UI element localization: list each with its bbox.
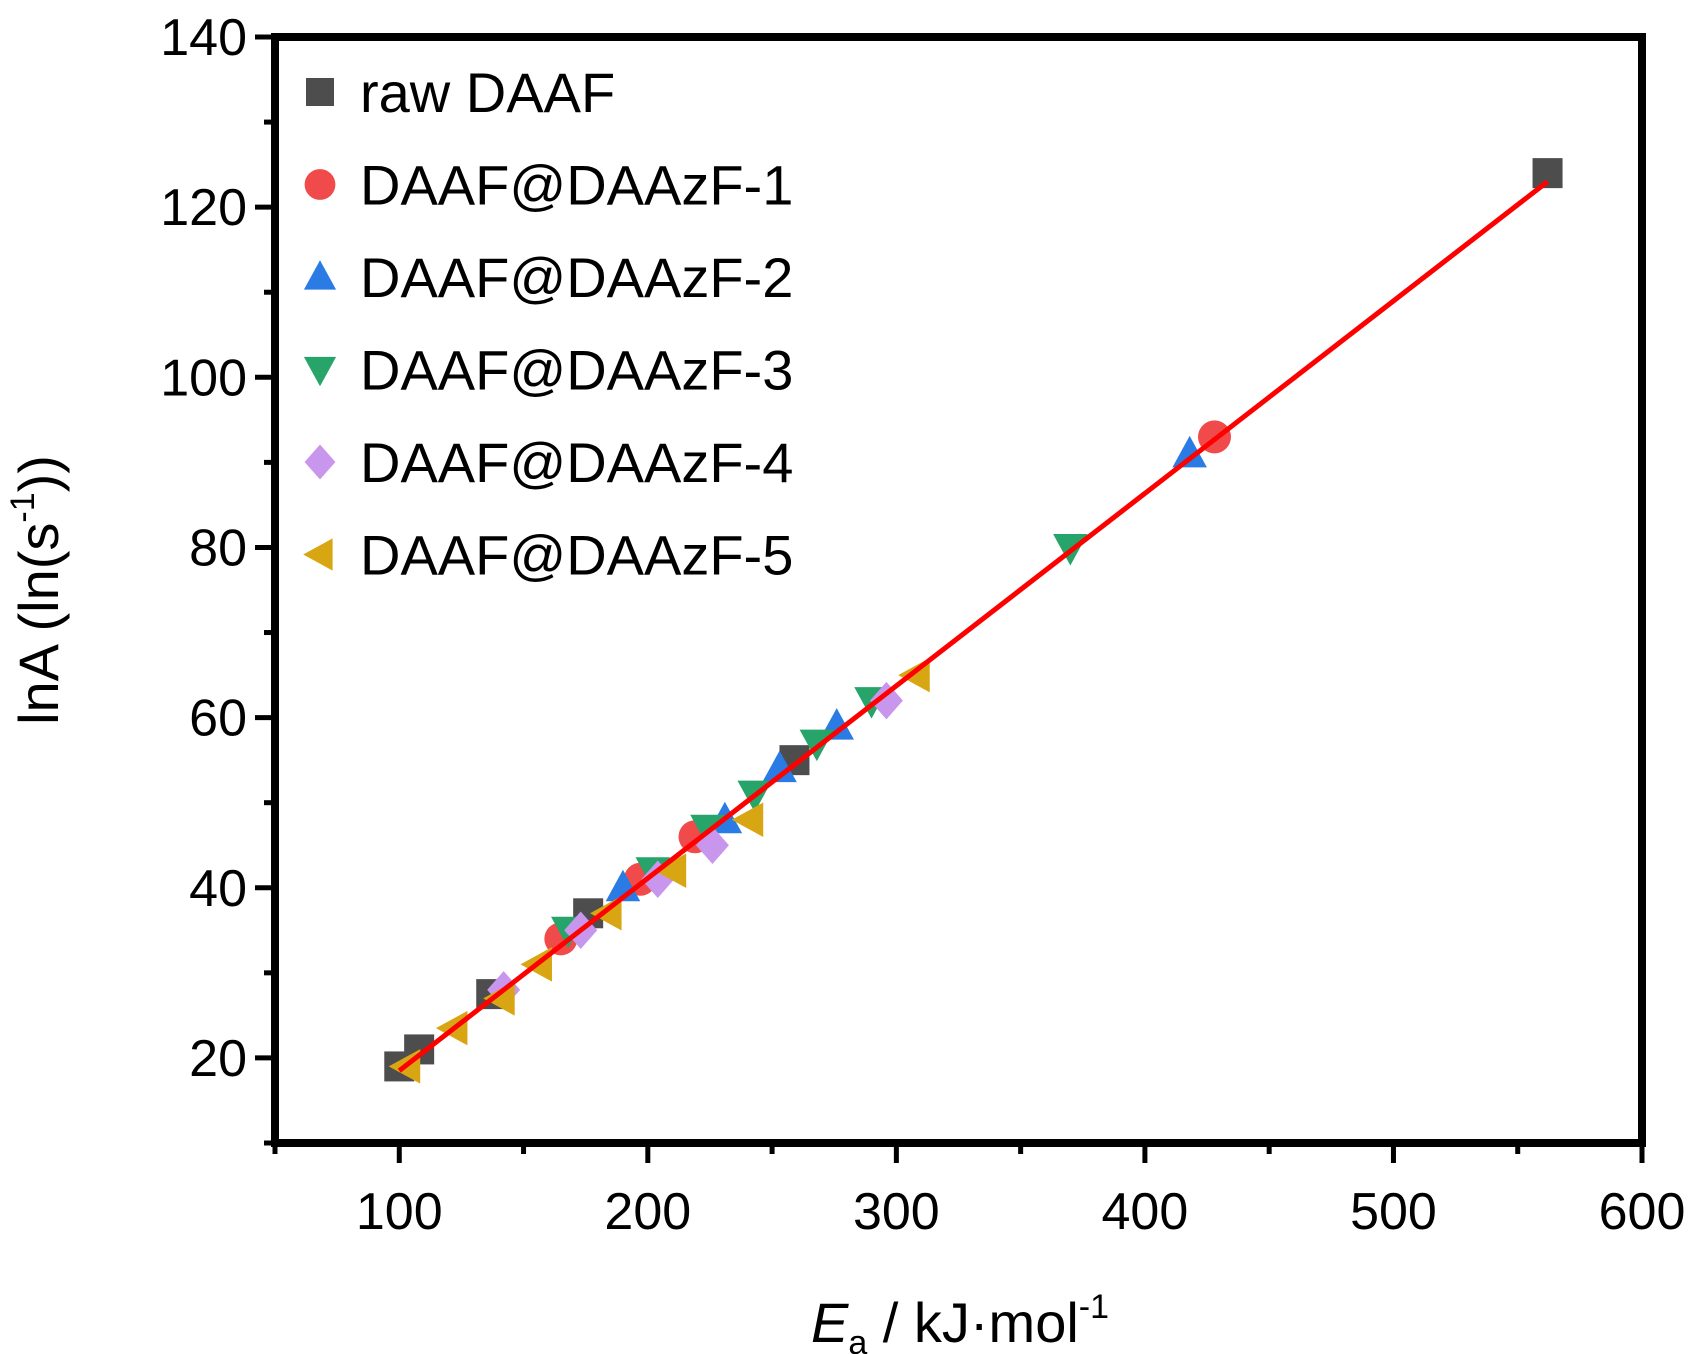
- x-tick-label: 600: [1599, 1183, 1686, 1241]
- x-axis-title: Ea / kJ·mol-1: [811, 1288, 1109, 1354]
- legend-label-3: DAAF@DAAzF-2: [360, 246, 793, 309]
- plot-frame: [271, 33, 1646, 1147]
- fit-line-layer: [397, 179, 1550, 1073]
- y-tick-label: 100: [160, 349, 247, 407]
- x-tick-label: 200: [604, 1183, 691, 1241]
- y-tick-label: 20: [189, 1030, 247, 1088]
- legend-label-6: DAAF@DAAzF-5: [360, 524, 793, 587]
- x-tick-label: 300: [853, 1183, 940, 1241]
- legend-label-5: DAAF@DAAzF-4: [360, 431, 793, 494]
- legend-label-2: DAAF@DAAzF-1: [360, 154, 793, 217]
- y-tick-label: 80: [189, 519, 247, 577]
- y-tick-label: 120: [160, 179, 247, 237]
- data-point-series-6: [731, 802, 764, 837]
- legend-label-1: raw DAAF: [360, 61, 615, 124]
- x-tick-label: 100: [356, 1183, 443, 1241]
- legend-marker-2: [304, 169, 336, 200]
- fit-line: [397, 179, 1550, 1073]
- legend-marker-1: [306, 78, 334, 106]
- y-axis-title: lnA (ln(s-1)): [4, 455, 70, 725]
- x-tick-label: 500: [1350, 1183, 1437, 1241]
- legend-marker-5: [304, 444, 336, 480]
- data-point-series-6: [654, 853, 687, 889]
- legend-marker-6: [303, 538, 333, 571]
- legend-marker-3: [303, 260, 337, 290]
- y-tick-label: 40: [189, 860, 247, 918]
- data-point-series-3: [1172, 435, 1207, 468]
- axis-ticks: 100 200 300 400 500 600 20 40 60 80 100 120 140: [160, 9, 1685, 1241]
- y-tick-label: 60: [189, 690, 247, 748]
- legend: raw DAAF DAAF@DAAzF-1 DAAF@DAAzF-2 DAAF@DAA…: [303, 61, 793, 587]
- data-point-series-3: [762, 750, 797, 783]
- legend-marker-4: [303, 356, 337, 387]
- y-tick-label: 140: [160, 9, 247, 67]
- data-point-series-5: [869, 681, 903, 720]
- legend-label-4: DAAF@DAAzF-3: [360, 339, 793, 402]
- x-tick-label: 400: [1102, 1183, 1189, 1241]
